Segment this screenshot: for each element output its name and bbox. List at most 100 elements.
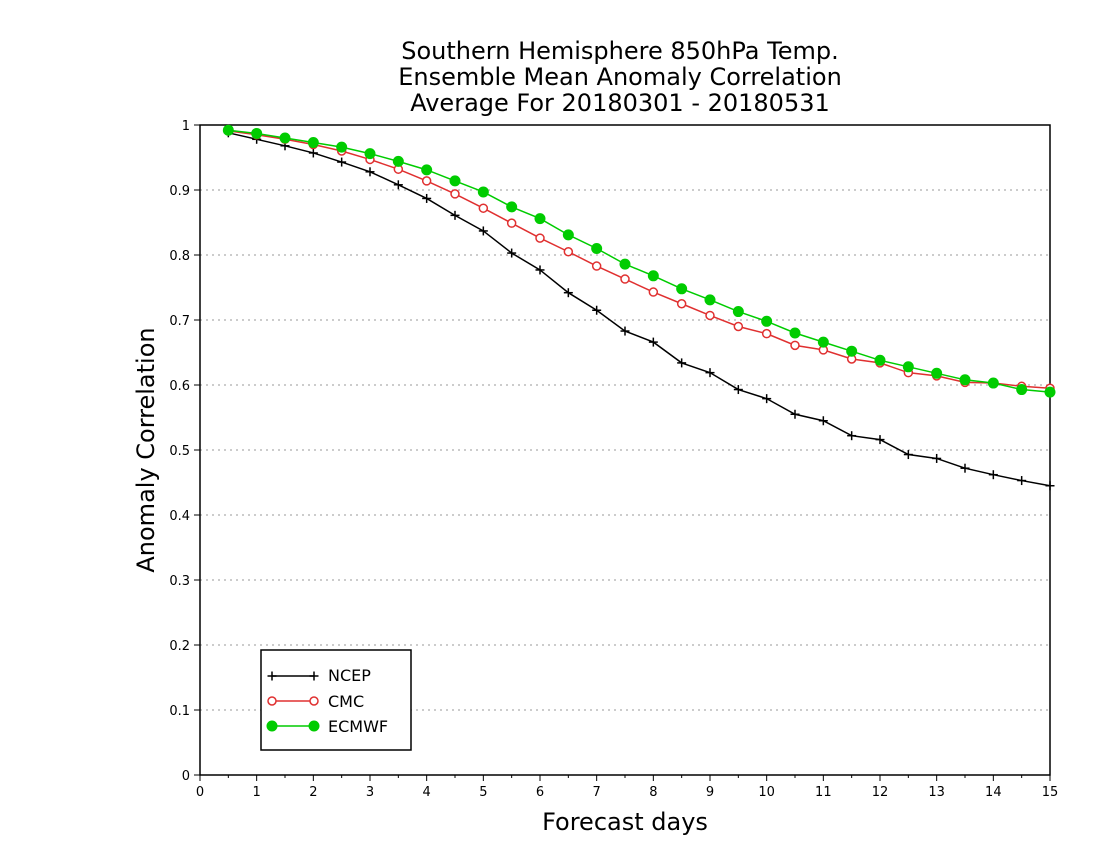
data-point-ecmwf [789, 327, 801, 339]
data-point-ncep [903, 450, 913, 460]
data-point-ecmwf [704, 294, 716, 306]
data-point-cmc [790, 340, 800, 351]
x-tick-label-0: 0 [196, 785, 204, 800]
data-point-cmc [676, 299, 687, 309]
legend [260, 649, 412, 751]
y-tick-label-2: 0.2 [169, 639, 190, 654]
y-tick-label-6: 0.6 [169, 379, 190, 394]
y-tick-label-0: 0 [182, 769, 190, 784]
data-point-ecmwf [817, 336, 829, 348]
data-point-ncep [393, 180, 403, 190]
data-point-ncep [308, 148, 318, 158]
data-point-ncep [932, 453, 942, 463]
data-point-cmc [506, 218, 517, 228]
series-line-ncep [228, 132, 1051, 487]
legend-marker-ecmwf [266, 720, 278, 732]
x-tick-label-13: 13 [928, 785, 945, 800]
data-point-ncep [875, 435, 885, 445]
data-point-ncep [790, 409, 800, 419]
y-tick-label-10: 1 [182, 119, 190, 134]
y-tick-label-3: 0.3 [169, 574, 190, 589]
y-tick-label-7: 0.7 [169, 314, 190, 329]
x-tick-label-10: 10 [758, 785, 775, 800]
y-tick-label-1: 0.1 [169, 704, 190, 719]
data-point-ecmwf [931, 367, 943, 379]
legend-box [260, 649, 412, 751]
x-axis-label: Forecast days [542, 808, 708, 836]
data-point-ncep [422, 193, 432, 203]
data-point-ecmwf [562, 229, 574, 241]
data-point-ecmwf [307, 137, 319, 149]
legend-label-ncep: NCEP [328, 666, 371, 685]
data-point-ecmwf [222, 124, 234, 136]
data-point-ecmwf [1016, 384, 1028, 396]
y-tick-label-8: 0.8 [169, 249, 190, 264]
x-tick-label-3: 3 [366, 785, 374, 800]
data-point-ncep [478, 226, 488, 236]
series-ecmwf [222, 124, 1056, 398]
series-ncep [223, 128, 1055, 491]
data-point-cmc [563, 247, 574, 257]
data-point-ncep [818, 416, 828, 426]
legend-marker-cmc [309, 696, 319, 706]
data-point-ecmwf [987, 377, 999, 389]
data-point-ecmwf [477, 186, 489, 198]
legend-marker-cmc [267, 696, 277, 706]
axes: 00.10.20.30.40.50.60.70.80.910 1 2 3 4 5 6 7 8 9 1… [169, 119, 1058, 800]
x-tick-label-5: 5 [479, 785, 487, 800]
data-point-ecmwf [732, 306, 744, 318]
data-point-ecmwf [761, 315, 773, 327]
data-point-cmc [620, 274, 630, 284]
data-point-ecmwf [449, 175, 461, 187]
data-point-ncep [677, 358, 687, 368]
data-point-cmc [761, 328, 772, 339]
data-point-cmc [733, 321, 744, 332]
data-point-ncep [507, 248, 517, 258]
data-point-ncep [535, 265, 545, 275]
data-point-cmc [450, 189, 460, 199]
series-layer [222, 124, 1056, 491]
chart-title-line-2: Ensemble Mean Anomaly Correlation [398, 63, 842, 91]
data-point-ecmwf [959, 374, 971, 386]
data-point-ecmwf [647, 270, 659, 282]
data-point-ecmwf [279, 132, 291, 144]
x-tick-label-14: 14 [985, 785, 1002, 800]
data-point-ncep [1017, 476, 1027, 486]
x-tick-label-15: 15 [1042, 785, 1059, 800]
data-point-ncep [1045, 481, 1055, 491]
y-tick-label-9: 0.9 [169, 184, 190, 199]
x-tick-label-11: 11 [815, 785, 832, 800]
data-point-ecmwf [591, 243, 603, 254]
data-point-ecmwf [251, 127, 263, 139]
data-point-cmc [478, 203, 489, 213]
data-point-ncep [592, 305, 602, 315]
y-tick-label-4: 0.4 [169, 509, 190, 524]
data-point-ncep [705, 368, 715, 378]
x-tick-label-2: 2 [309, 785, 317, 800]
data-point-ecmwf [336, 141, 348, 153]
data-point-cmc [535, 233, 545, 243]
data-point-ncep [988, 470, 998, 480]
data-point-ncep [762, 394, 772, 404]
data-point-ecmwf [619, 258, 631, 270]
data-point-ncep [733, 385, 743, 395]
data-point-ncep [563, 288, 573, 298]
data-point-ecmwf [364, 148, 376, 160]
data-point-ecmwf [874, 354, 886, 366]
data-point-ecmwf [846, 345, 858, 357]
data-point-ecmwf [421, 164, 433, 176]
chart-title-line-3: Average For 20180301 - 20180531 [410, 89, 830, 117]
legend-marker-ecmwf [308, 720, 320, 732]
data-point-ncep [960, 463, 970, 473]
data-point-cmc [421, 176, 432, 186]
grid-lines [200, 189, 1050, 711]
data-point-cmc [648, 287, 659, 297]
series-cmc [223, 126, 1055, 393]
data-point-ncep [620, 326, 630, 336]
chart-title-line-1: Southern Hemisphere 850hPa Temp. [401, 37, 839, 65]
data-point-ncep [450, 210, 460, 220]
x-tick-label-8: 8 [649, 785, 657, 800]
data-point-cmc [705, 310, 715, 321]
series-line-cmc [228, 130, 1051, 389]
